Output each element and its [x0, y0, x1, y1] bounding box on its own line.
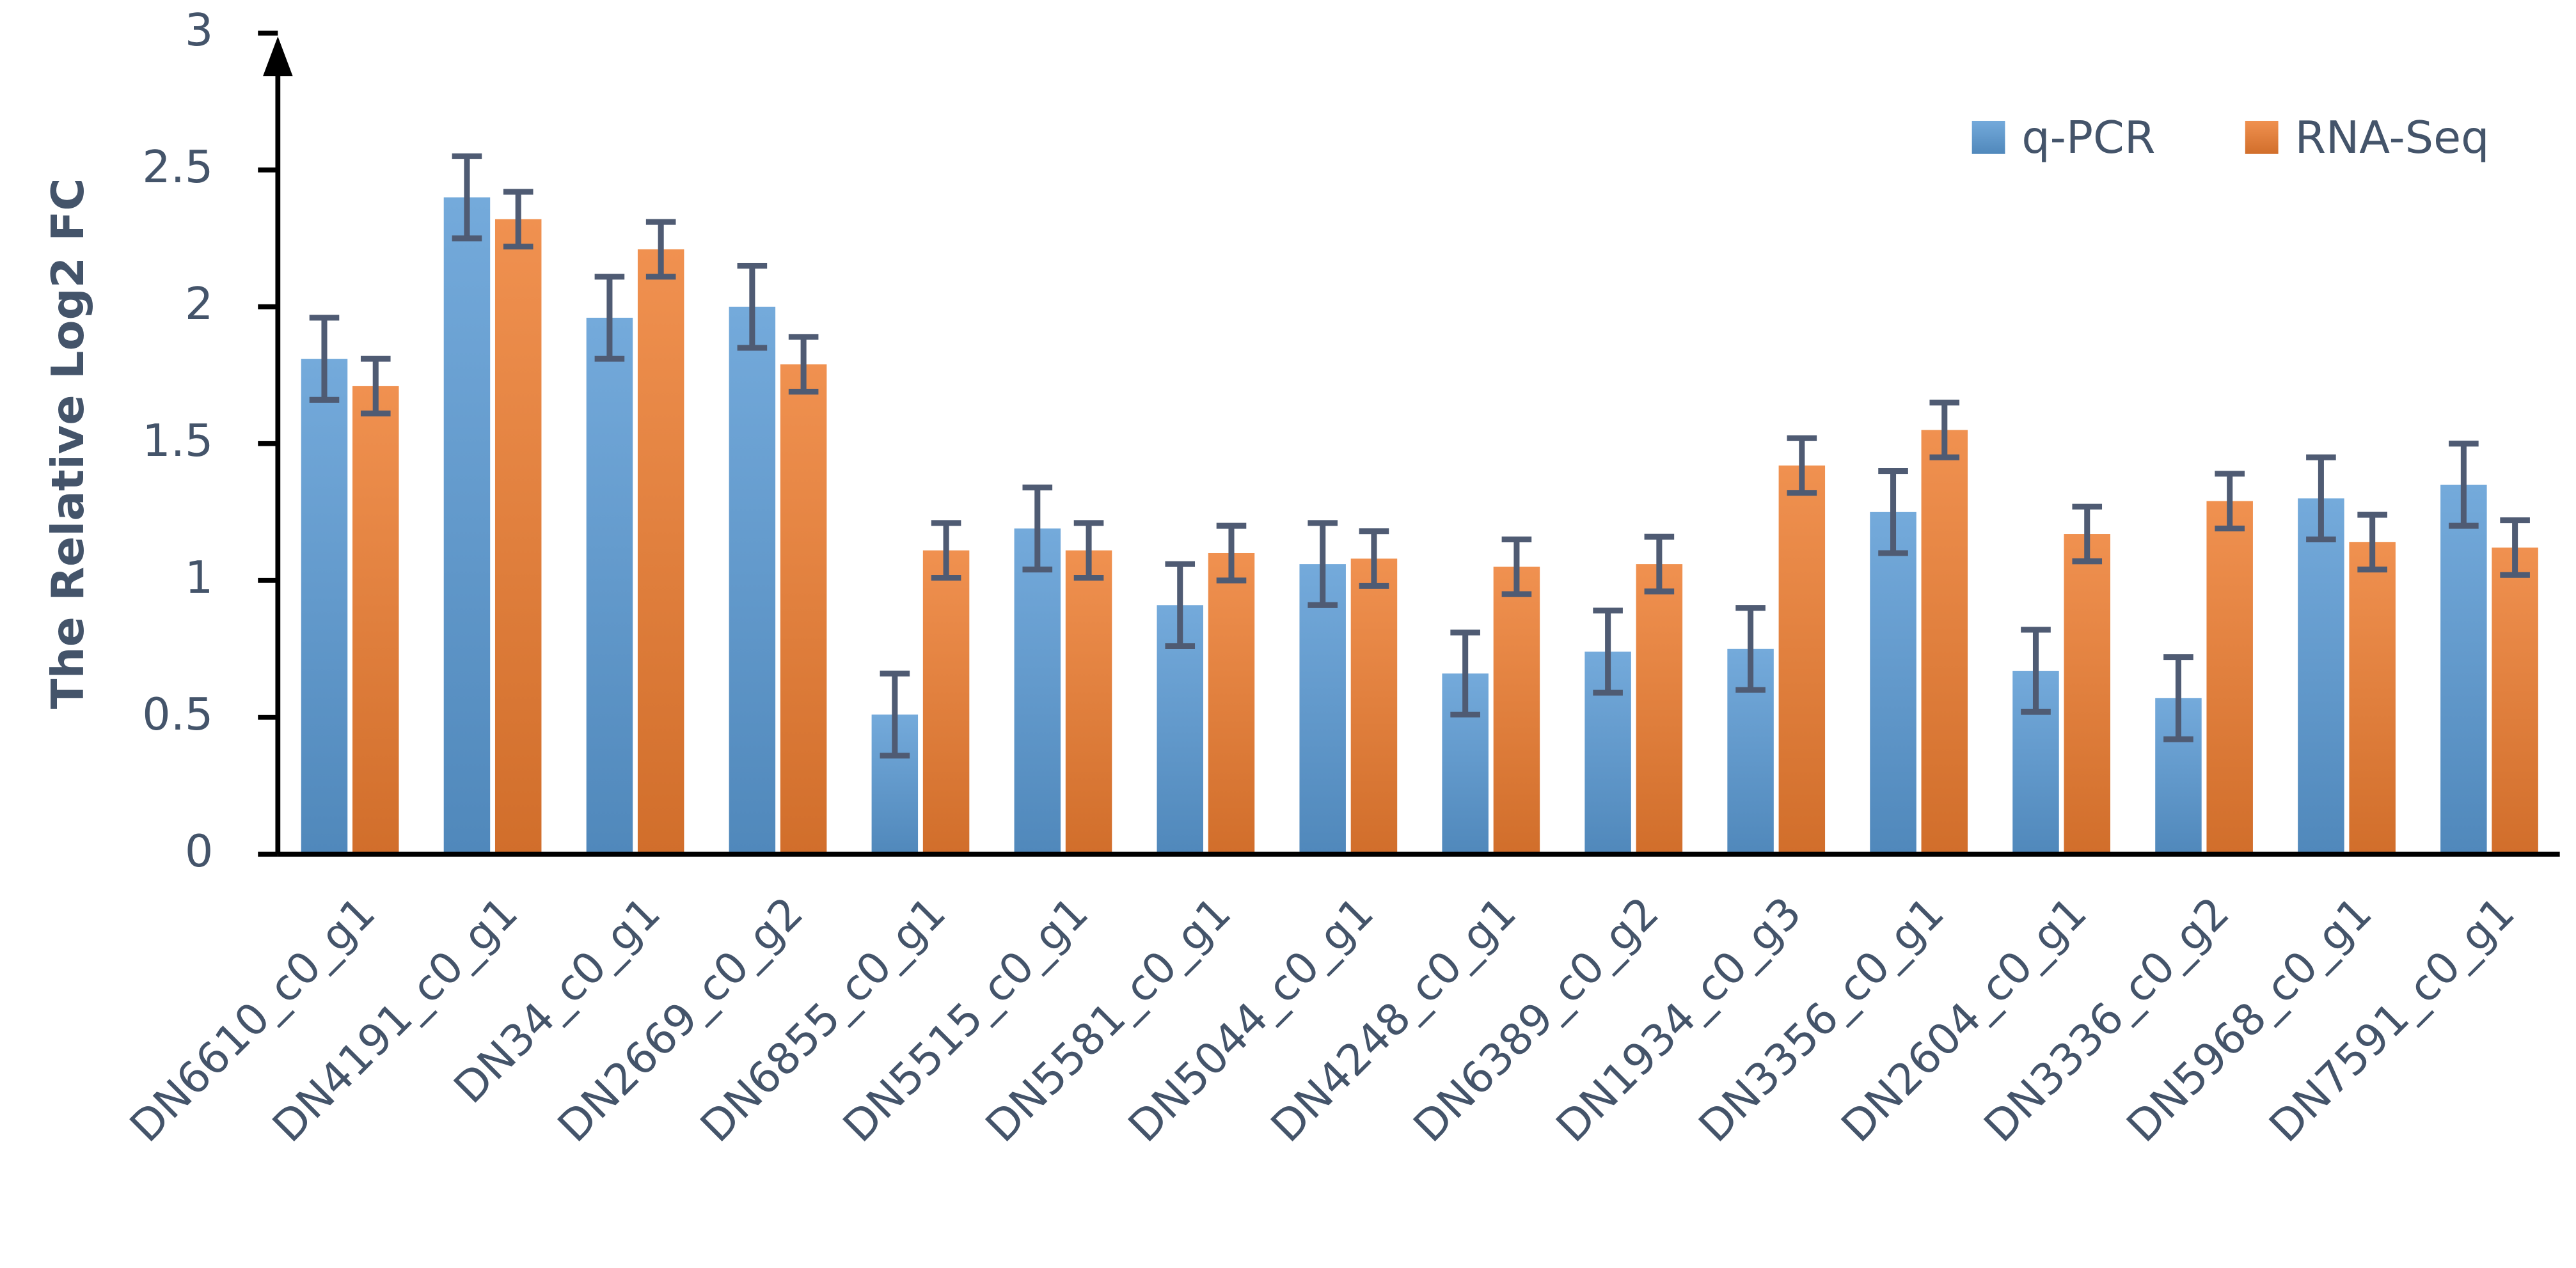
legend-item: RNA-Seq — [2245, 112, 2489, 164]
bar — [2206, 501, 2253, 854]
error-bar — [1308, 520, 1338, 608]
error-bar — [1735, 605, 1766, 693]
bar — [1778, 466, 1826, 854]
error-bar — [931, 520, 961, 581]
bar — [1299, 564, 1346, 854]
bar — [1493, 567, 1540, 854]
error-bar — [2500, 517, 2530, 578]
x-tick-label: DN3336_c0_g2 — [1975, 888, 2239, 1152]
x-tick-label: DN5581_c0_g1 — [976, 888, 1240, 1152]
y-axis-arrow — [263, 36, 293, 77]
legend-swatch — [1972, 120, 2005, 154]
x-tick-label: DN3356_c0_g1 — [1689, 888, 1954, 1152]
error-bar — [2306, 454, 2336, 543]
error-bar — [1073, 520, 1104, 581]
x-tick-label: DN5968_c0_g1 — [2117, 888, 2382, 1152]
error-bar — [1501, 536, 1532, 597]
x-tick-label: DN2669_c0_g2 — [548, 888, 812, 1152]
bar — [443, 197, 491, 854]
x-tick-label: DN1934_c0_g3 — [1547, 888, 1811, 1152]
bar — [1350, 558, 1398, 854]
error-bar — [503, 189, 533, 250]
legend-label: RNA-Seq — [2295, 112, 2489, 164]
bar — [637, 249, 684, 854]
bar — [494, 219, 542, 854]
error-bar — [594, 274, 625, 362]
legend-item: q-PCR — [1972, 112, 2155, 164]
error-bar — [1644, 533, 1675, 595]
bar — [1636, 564, 1683, 854]
error-bar — [2072, 503, 2103, 565]
error-bar — [1165, 561, 1196, 650]
error-bar — [2215, 471, 2245, 532]
error-bar — [360, 356, 391, 417]
bar — [2492, 547, 2538, 854]
bar — [2064, 534, 2110, 854]
legend-label: q-PCR — [2021, 112, 2155, 164]
bar — [780, 364, 827, 854]
error-bar — [452, 153, 482, 242]
error-bar — [309, 315, 340, 403]
y-tick-label: 0.5 — [142, 689, 213, 740]
y-axis-title: The Relative Log2 FC — [42, 178, 94, 710]
bar — [2349, 542, 2396, 854]
error-bar — [2021, 627, 2051, 715]
x-tick-label: DN6389_c0_g2 — [1404, 888, 1668, 1152]
bar — [729, 306, 776, 854]
bar — [922, 550, 970, 854]
error-bar — [1593, 607, 1623, 696]
bar — [2440, 484, 2487, 854]
x-tick-label: DN2604_c0_g1 — [1832, 888, 2096, 1152]
error-bar — [1787, 435, 1817, 496]
error-bar — [1929, 400, 1960, 460]
y-tick-label: 1.5 — [142, 415, 213, 467]
x-tick-label: DN4248_c0_g1 — [1261, 888, 1526, 1152]
x-tick-label: DN4191_c0_g1 — [263, 888, 527, 1152]
y-tick-label: 2 — [185, 278, 213, 330]
bar — [1208, 552, 1255, 854]
y-tick-label: 0 — [185, 826, 213, 877]
bar — [1065, 550, 1112, 854]
error-bar — [1450, 629, 1480, 718]
error-bar — [1878, 468, 1908, 556]
x-tick-label: DN6855_c0_g1 — [691, 888, 955, 1152]
x-tick-label: DN6610_c0_g1 — [120, 888, 384, 1152]
error-bar — [1022, 484, 1053, 573]
error-bar — [737, 263, 768, 351]
bar — [301, 359, 348, 854]
x-tick-label: DN5515_c0_g1 — [834, 888, 1098, 1152]
bar — [1870, 512, 1916, 854]
bar — [352, 386, 399, 854]
y-tick-label: 1 — [185, 552, 213, 604]
y-tick-label: 2.5 — [142, 141, 213, 193]
error-bar — [788, 334, 819, 395]
error-bar — [2357, 512, 2387, 573]
x-tick-label: DN5044_c0_g1 — [1119, 888, 1383, 1152]
legend-swatch — [2245, 120, 2279, 154]
error-bar — [1359, 528, 1389, 589]
bar — [2298, 498, 2344, 854]
y-tick-label: 3 — [185, 4, 213, 56]
error-bar — [645, 219, 676, 280]
error-bar — [2449, 441, 2479, 529]
error-bar — [2163, 654, 2193, 742]
bar — [1014, 528, 1061, 854]
bar — [1921, 430, 1968, 854]
error-bar — [1216, 522, 1247, 584]
x-tick-label: DN7591_c0_g1 — [2260, 888, 2524, 1152]
bar — [586, 317, 633, 854]
error-bar — [880, 670, 910, 759]
